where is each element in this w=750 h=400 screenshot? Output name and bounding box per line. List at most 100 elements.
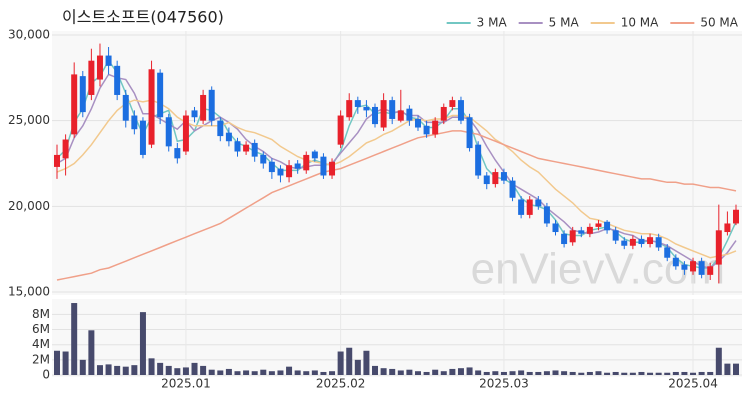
volume-bar [724, 363, 731, 375]
volume-bar [174, 368, 181, 375]
price-panel [52, 31, 742, 295]
candle-body [612, 230, 619, 241]
candle-body [311, 151, 318, 159]
volume-bar [372, 365, 379, 375]
candle-body [664, 247, 671, 258]
candle-body [681, 264, 688, 270]
volume-bar [71, 303, 78, 375]
candle-body [389, 100, 396, 119]
candle-body [380, 100, 387, 128]
y-tick-label: 25,000 [8, 113, 50, 127]
candle-body [191, 110, 198, 118]
candle-body [449, 100, 456, 107]
volume-bar [54, 350, 60, 375]
volume-bar [114, 365, 121, 375]
candle-body [475, 144, 482, 176]
candle-body [148, 69, 155, 145]
volume-bar [647, 372, 654, 375]
candle-body [303, 154, 310, 171]
volume-bar [191, 362, 198, 375]
volume-bar [500, 371, 507, 375]
volume-bar [182, 367, 189, 375]
volume-bar [535, 371, 542, 375]
candle-body [543, 206, 550, 224]
candle-body [647, 237, 654, 245]
volume-bar [217, 370, 224, 375]
volume-bar [79, 359, 86, 375]
candle-body [165, 117, 172, 147]
volume-bar [629, 372, 636, 375]
volume-bar [320, 371, 327, 375]
legend-label: 50 MA [700, 16, 738, 30]
volume-bar [268, 371, 275, 375]
candle-body [243, 144, 250, 152]
candle-body [509, 180, 516, 198]
candle-body [423, 125, 430, 135]
volume-bar [286, 366, 293, 375]
candle-body [690, 261, 697, 272]
candle-body [621, 240, 628, 246]
volume-bar [337, 351, 344, 375]
volume-bar [329, 371, 336, 375]
volume-bar [595, 371, 602, 375]
legend-label: 10 MA [621, 16, 659, 30]
volume-bar [96, 365, 103, 375]
y-tick-label: 4M [32, 337, 50, 351]
volume-bar [200, 365, 207, 375]
volume-bar [243, 370, 250, 375]
y-tick-label: 2M [32, 352, 50, 366]
candle-body [707, 266, 714, 275]
candle-body [586, 226, 593, 234]
legend-label: 5 MA [549, 16, 580, 30]
candle-body [268, 161, 275, 173]
candle-body [483, 175, 490, 185]
candle-body [139, 120, 146, 155]
candle-body [698, 261, 705, 275]
x-tick-label: 2025.04 [668, 377, 718, 391]
y-tick-label: 0 [42, 368, 50, 382]
candle-body [715, 230, 722, 265]
volume-bar [466, 367, 473, 375]
candle-body [638, 238, 645, 245]
candle-body [105, 55, 112, 66]
volume-bar [543, 371, 550, 375]
volume-bar [475, 370, 482, 375]
volume-bar [354, 359, 361, 375]
candle-body [363, 106, 370, 111]
volume-bar [621, 372, 628, 375]
candle-body [225, 132, 232, 142]
candle-body [217, 120, 224, 137]
volume-bar [509, 371, 516, 375]
candle-body [337, 115, 344, 145]
candle-body [518, 199, 525, 215]
candle-body [157, 72, 164, 118]
ma-line [56, 99, 737, 259]
candle-body [526, 199, 533, 215]
volume-bar [294, 370, 301, 375]
candle-body [346, 100, 353, 118]
volume-bar [586, 371, 593, 375]
ma-line [56, 130, 737, 281]
chart-title: 이스트소프트(047560) [62, 8, 224, 27]
candle-body [466, 117, 473, 149]
candle-body [329, 161, 336, 176]
volume-bar [561, 371, 568, 375]
y-tick-label: 30,000 [8, 28, 50, 42]
volume-bar [406, 369, 413, 375]
volume-bar [122, 366, 129, 375]
volume-bar [389, 368, 396, 375]
volume-bar [698, 371, 705, 375]
volume-bar [139, 312, 146, 375]
candle-body [552, 223, 559, 233]
volume-bar [311, 370, 318, 375]
volume-bar [62, 351, 69, 375]
volume-bar [157, 362, 164, 375]
candle-body [88, 60, 95, 95]
candle-body [595, 223, 602, 227]
volume-bar [655, 372, 662, 375]
candle-body [234, 141, 241, 152]
volume-bar [492, 371, 499, 375]
volume-panel [52, 299, 742, 377]
candle-body [604, 221, 611, 231]
